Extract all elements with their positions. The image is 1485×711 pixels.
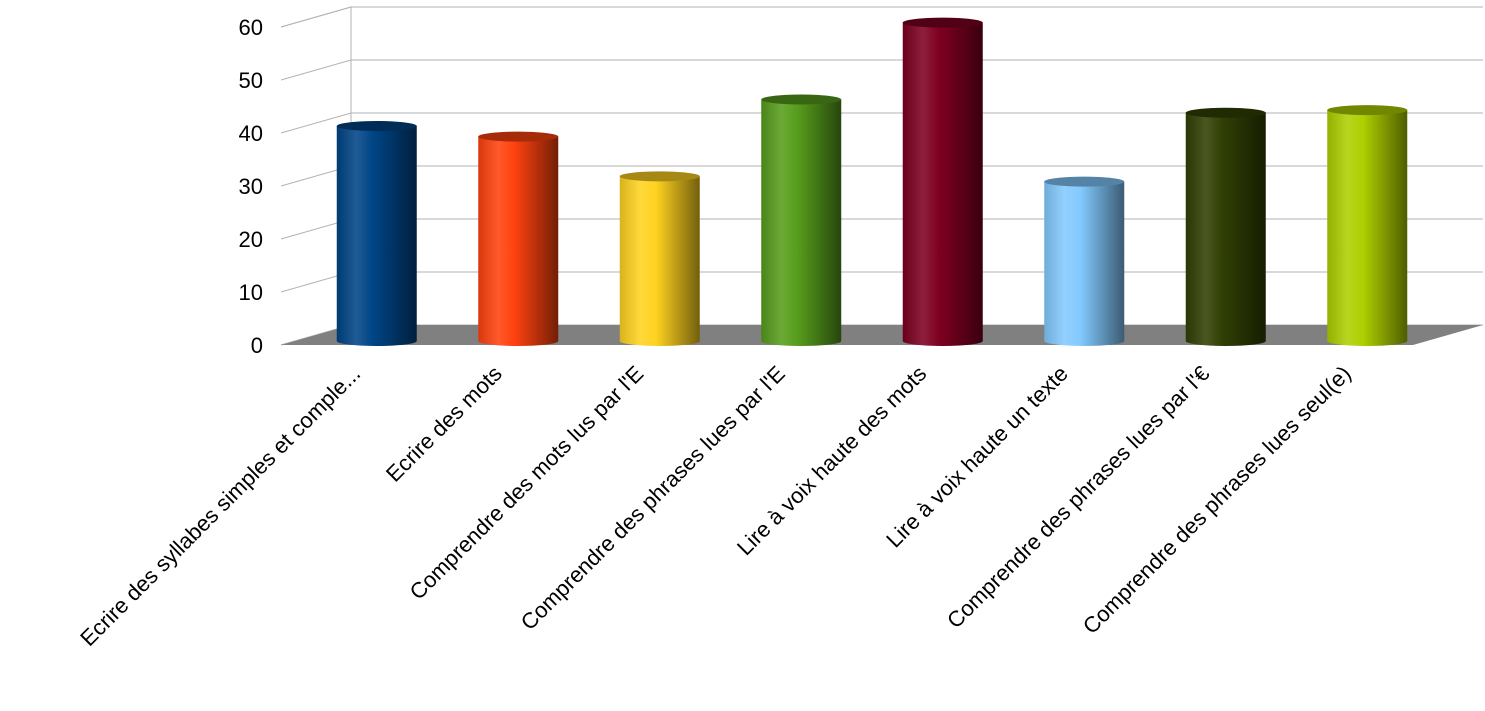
y-axis-tick-labels: 0 10 20 30 40 50 60 xyxy=(239,15,263,358)
bar-top xyxy=(336,121,417,131)
y-tick-label: 0 xyxy=(251,333,263,358)
bar xyxy=(761,94,842,347)
bar-body xyxy=(478,136,559,347)
gridline xyxy=(280,112,1483,134)
bar-body xyxy=(1044,181,1125,347)
chart-floor xyxy=(281,325,1483,345)
x-category-label: Comprendre des phrases lues par l'€ xyxy=(942,361,1214,633)
bar-top xyxy=(619,171,700,182)
y-tick-label: 50 xyxy=(239,68,263,93)
bar-top xyxy=(478,131,559,142)
bar xyxy=(902,17,983,347)
y-tick-label: 20 xyxy=(239,227,263,252)
bar-body xyxy=(1185,112,1266,347)
bars xyxy=(336,17,1408,347)
chart-walls xyxy=(280,6,1483,346)
y-tick-label: 60 xyxy=(239,15,263,40)
x-category-label: Comprendre des phrases lues par l'E xyxy=(516,361,790,635)
y-tick-label: 40 xyxy=(239,121,263,146)
bar xyxy=(1327,105,1408,347)
bar-top xyxy=(761,94,842,105)
bar xyxy=(619,171,700,346)
bar-top xyxy=(1185,107,1266,118)
bar xyxy=(1185,107,1266,347)
bar-body xyxy=(1327,110,1408,347)
y-tick-label: 30 xyxy=(239,174,263,199)
floor-plane xyxy=(281,325,1483,345)
bar-top xyxy=(1044,176,1125,187)
bar-top xyxy=(902,17,983,28)
x-axis-category-labels: Ecrire des syllabes simples et comple...… xyxy=(75,361,1356,651)
bar xyxy=(1044,176,1125,347)
y-tick-label: 10 xyxy=(239,280,263,305)
gridline xyxy=(280,6,1483,28)
bar-top xyxy=(1327,105,1408,116)
x-category-label: Comprendre des mots lus par l'E xyxy=(405,361,649,605)
bar xyxy=(478,131,559,347)
gridline xyxy=(280,59,1483,81)
x-category-label: Ecrire des mots xyxy=(381,361,507,487)
bar-body xyxy=(619,176,700,346)
bar xyxy=(336,121,417,347)
x-category-label: Ecrire des syllabes simples et comple... xyxy=(75,361,365,651)
bar-body xyxy=(336,126,417,347)
bar-body xyxy=(761,99,842,347)
x-category-label: Comprendre des phrases lues seul(e) xyxy=(1078,361,1356,639)
bar-body xyxy=(902,22,983,347)
